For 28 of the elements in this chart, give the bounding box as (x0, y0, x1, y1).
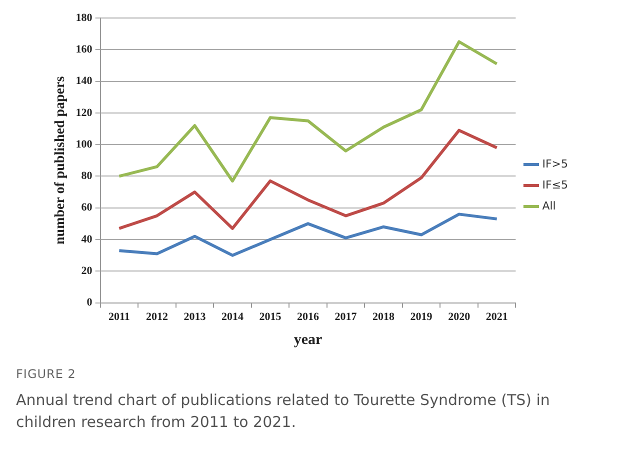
y-tick-label: 160 (76, 43, 93, 56)
legend-label: IF≤5 (542, 178, 568, 192)
text: Annual trend chart of publications related to Tourette Syndrome (TS) in children research from 2011 to 2021. (16, 390, 551, 433)
x-tick-label: 2020 (448, 311, 471, 324)
y-tick-label: 180 (76, 12, 93, 24)
y-axis-title: number of published papers (53, 76, 68, 244)
x-tick-label: 2021 (486, 311, 508, 324)
y-tick-label: 60 (81, 202, 93, 214)
y-tick-label: 100 (76, 138, 93, 150)
caption: FIGURE 2 (16, 367, 77, 381)
x-tick-label: 2017 (334, 311, 358, 324)
x-tick-label: 2015 (259, 311, 282, 324)
y-tick-label: 40 (81, 233, 93, 246)
legend-label: All (542, 199, 556, 212)
x-tick-label: 2013 (184, 311, 206, 324)
y-tick-label: 120 (76, 106, 93, 119)
x-tick-label: 2011 (108, 311, 130, 324)
y-tick-label: 140 (76, 75, 93, 88)
x-tick-label: 2019 (410, 311, 433, 324)
x-tick-label: 2018 (372, 311, 396, 324)
y-tick-label: 20 (81, 265, 93, 277)
x-tick-label: 2016 (297, 311, 320, 324)
y-tick-label: 0 (86, 296, 93, 309)
legend-label: IF>5 (542, 157, 568, 170)
x-axis-title: year (294, 332, 322, 348)
x-tick-label: 2014 (221, 311, 244, 324)
x-tick-label: 2012 (146, 311, 168, 324)
y-tick-label: 80 (81, 170, 93, 182)
